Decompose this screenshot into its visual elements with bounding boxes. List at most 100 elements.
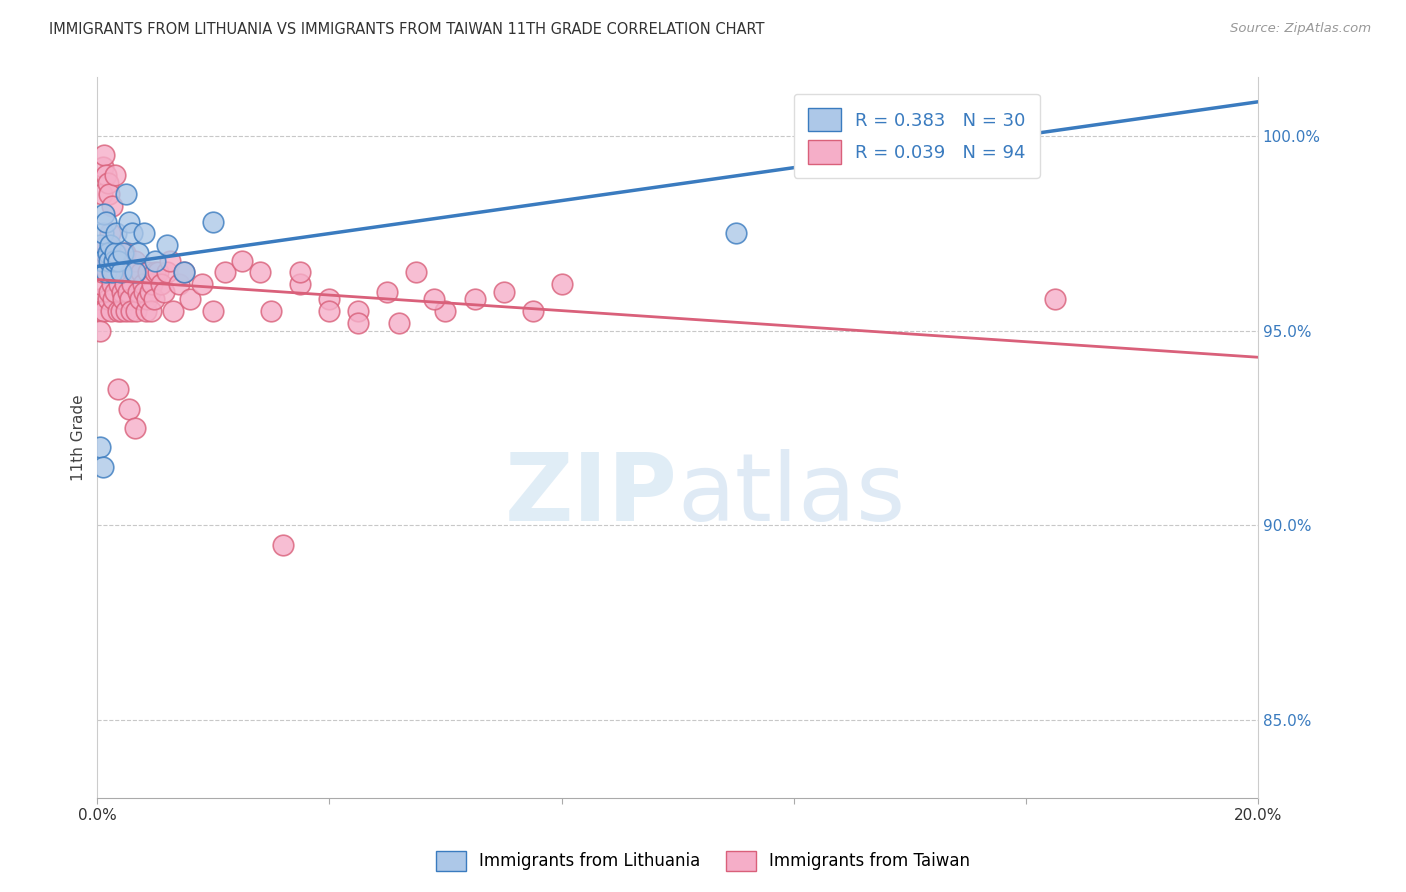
Point — [91, 253, 114, 268]
Point — [145, 253, 167, 268]
Point — [135, 293, 157, 307]
Point — [318, 304, 340, 318]
Point — [405, 265, 427, 279]
Point — [111, 285, 134, 299]
Point — [104, 245, 127, 260]
Point — [271, 538, 294, 552]
Point — [122, 265, 145, 279]
Point — [107, 304, 129, 318]
Point — [91, 160, 114, 174]
Point — [94, 238, 117, 252]
Point — [108, 277, 131, 291]
Point — [132, 226, 155, 240]
Legend: Immigrants from Lithuania, Immigrants from Taiwan: Immigrants from Lithuania, Immigrants fr… — [427, 842, 979, 880]
Point — [141, 304, 163, 318]
Point — [93, 207, 115, 221]
Point — [97, 285, 120, 299]
Point — [124, 265, 146, 279]
Point — [97, 245, 120, 260]
Point — [89, 324, 111, 338]
Point — [104, 285, 127, 299]
Point — [101, 293, 124, 307]
Point — [91, 226, 114, 240]
Point — [121, 226, 143, 240]
Point — [173, 265, 195, 279]
Point — [134, 304, 156, 318]
Point — [127, 285, 149, 299]
Point — [103, 265, 125, 279]
Point — [128, 293, 150, 307]
Point — [107, 253, 129, 268]
Point — [463, 293, 485, 307]
Point — [125, 304, 148, 318]
Text: atlas: atlas — [678, 450, 905, 541]
Point — [202, 304, 225, 318]
Point — [91, 265, 114, 279]
Point — [522, 304, 544, 318]
Point — [423, 293, 446, 307]
Point — [214, 265, 236, 279]
Point — [173, 265, 195, 279]
Point — [290, 265, 312, 279]
Point — [202, 214, 225, 228]
Point — [94, 168, 117, 182]
Point — [124, 421, 146, 435]
Point — [89, 238, 111, 252]
Point — [101, 277, 124, 291]
Point — [121, 277, 143, 291]
Point — [347, 316, 370, 330]
Point — [159, 253, 181, 268]
Point — [132, 285, 155, 299]
Point — [156, 238, 179, 252]
Point — [120, 304, 142, 318]
Point — [167, 277, 190, 291]
Point — [148, 265, 170, 279]
Point — [110, 265, 132, 279]
Point — [91, 253, 114, 268]
Point — [115, 187, 138, 202]
Point — [260, 304, 283, 318]
Point — [114, 277, 136, 291]
Point — [91, 187, 114, 202]
Point — [104, 265, 127, 279]
Point — [347, 304, 370, 318]
Point — [127, 245, 149, 260]
Point — [112, 293, 135, 307]
Point — [231, 253, 253, 268]
Point — [138, 285, 160, 299]
Point — [318, 293, 340, 307]
Point — [249, 265, 271, 279]
Point — [114, 245, 136, 260]
Point — [101, 265, 124, 279]
Point — [124, 253, 146, 268]
Point — [138, 265, 160, 279]
Point — [96, 265, 118, 279]
Point — [97, 253, 120, 268]
Point — [87, 293, 110, 307]
Point — [101, 199, 124, 213]
Point — [103, 253, 125, 268]
Point — [145, 265, 167, 279]
Point — [97, 187, 120, 202]
Point — [94, 265, 117, 279]
Text: Source: ZipAtlas.com: Source: ZipAtlas.com — [1230, 22, 1371, 36]
Point — [110, 304, 132, 318]
Point — [1043, 293, 1066, 307]
Point — [118, 214, 141, 228]
Point — [97, 176, 120, 190]
Point — [94, 214, 117, 228]
Text: IMMIGRANTS FROM LITHUANIA VS IMMIGRANTS FROM TAIWAN 11TH GRADE CORRELATION CHART: IMMIGRANTS FROM LITHUANIA VS IMMIGRANTS … — [49, 22, 765, 37]
Point — [434, 304, 457, 318]
Point — [141, 277, 163, 291]
Point — [179, 293, 201, 307]
Point — [89, 441, 111, 455]
Point — [105, 245, 128, 260]
Point — [104, 168, 127, 182]
Point — [143, 293, 166, 307]
Point — [100, 304, 122, 318]
Point — [290, 277, 312, 291]
Legend: R = 0.383   N = 30, R = 0.039   N = 94: R = 0.383 N = 30, R = 0.039 N = 94 — [793, 94, 1040, 178]
Point — [162, 304, 184, 318]
Point — [118, 401, 141, 416]
Point — [98, 238, 121, 252]
